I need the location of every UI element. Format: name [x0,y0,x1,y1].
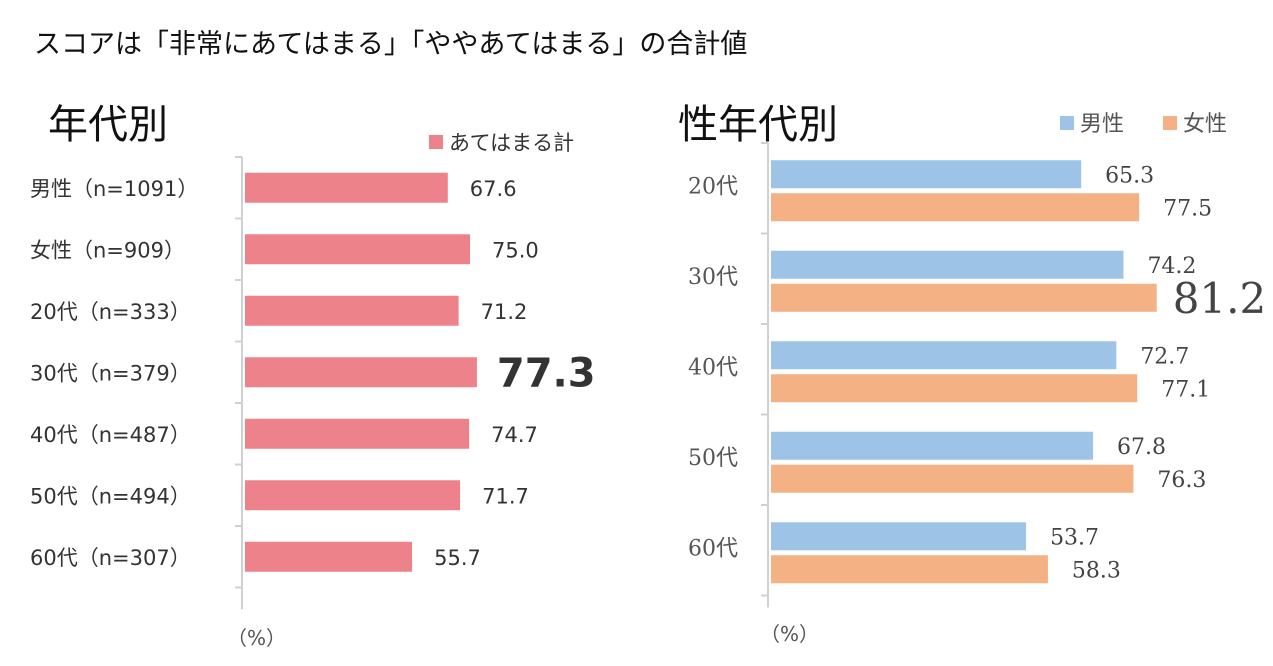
data-label: 53.7 [1050,525,1099,550]
data-label: 58.3 [1072,558,1121,583]
left-unit-label: （%） [227,626,286,650]
category-label: 30代（n=379） [30,361,191,385]
category-label: 20代（n=333） [30,300,191,324]
bar-total [245,418,470,449]
bar-male [771,250,1124,279]
data-label: 65.3 [1105,163,1154,188]
category-label: 40代（n=487） [30,423,191,447]
bar-male [771,160,1082,189]
bar-total [245,234,470,265]
bar-male [771,431,1094,460]
data-label: 77.5 [1163,196,1212,221]
legend-label-male: 男性 [1080,112,1124,137]
category-label: 20代 [688,174,738,199]
data-label: 55.7 [434,546,481,570]
gender-age-chart-title: 性年代別 [678,102,838,148]
legend-swatch-female [1163,116,1177,130]
category-label: 30代 [688,265,738,290]
right-unit-label: （%） [760,622,819,646]
gender-age-bar-chart: 男性 女性 20代 65.3 77.5 30代 74.281.2 40代 72.7 77.1 50代… [688,112,1266,646]
data-label: 77.1 [1161,377,1210,402]
category-label: 男性（n=1091） [30,177,198,201]
category-label: 女性（n=909） [30,238,185,262]
legend-label-total: あてはまる計 [449,131,574,155]
data-label: 71.7 [482,484,529,508]
bar-total [245,541,413,572]
bar-female [771,464,1134,493]
bar-female [771,283,1157,312]
bar-male [771,341,1117,370]
data-label: 75.0 [492,238,539,262]
data-label: 74.2 [1147,254,1196,279]
page-title: スコアは「非常にあてはまる」「ややあてはまる」の合計値 [34,29,748,60]
legend-swatch-total [429,135,443,149]
category-label: 50代（n=494） [30,484,191,508]
data-label: 76.3 [1157,468,1206,493]
bar-total [245,295,459,326]
category-label: 40代 [688,355,738,380]
bar-male [771,522,1027,551]
data-label: 71.2 [481,300,528,324]
category-label: 50代 [688,446,738,471]
data-label: 72.7 [1140,344,1189,369]
bar-total [245,172,448,203]
legend-label-female: 女性 [1183,112,1227,137]
legend-swatch-male [1060,116,1074,130]
category-label: 60代（n=307） [30,546,191,570]
age-chart-title: 年代別 [48,102,168,148]
data-label: 67.6 [470,177,517,201]
bar-total [245,357,477,388]
data-label: 74.7 [491,423,538,447]
data-label-highlight: 81.2 [1173,274,1267,323]
bar-female [771,555,1048,584]
bar-total [245,480,461,511]
data-label-highlight: 77.3 [497,350,596,396]
category-label: 60代 [688,536,738,561]
bar-female [771,374,1138,403]
bar-female [771,193,1140,222]
data-label: 67.8 [1117,435,1166,460]
